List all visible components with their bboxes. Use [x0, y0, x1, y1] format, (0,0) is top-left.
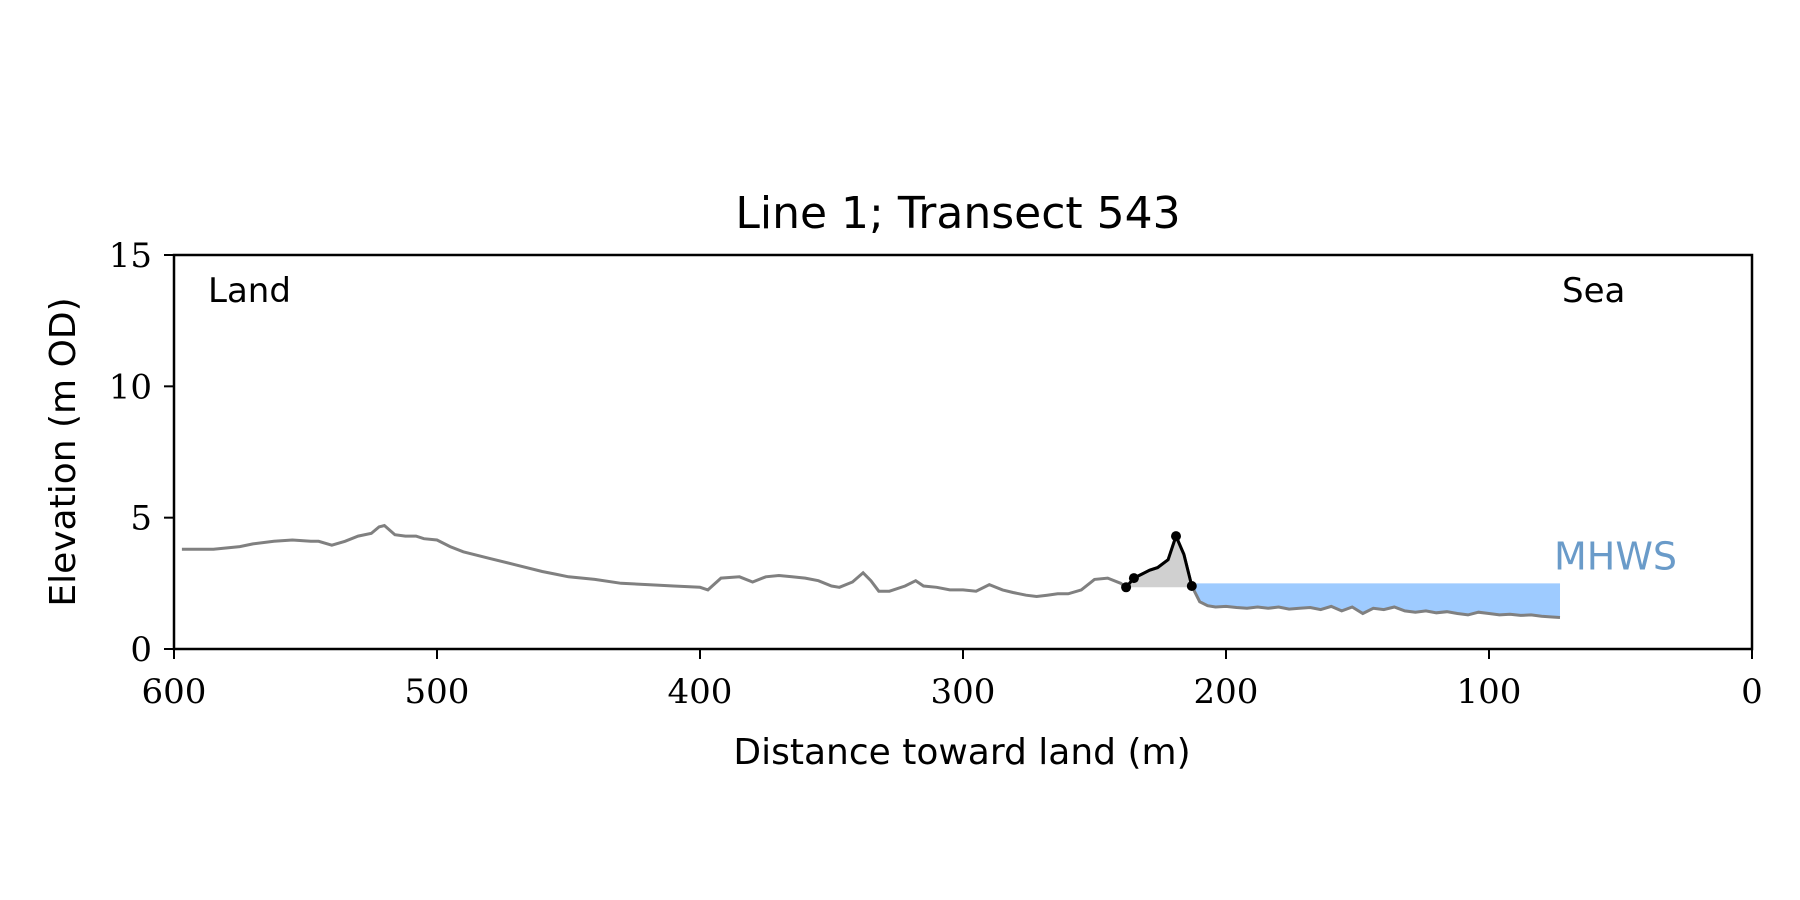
dune-marker [1171, 531, 1181, 542]
x-tick-label: 500 [405, 672, 470, 712]
y-tick-label: 15 [109, 236, 152, 276]
x-tick-label: 300 [931, 672, 996, 712]
x-tick-label: 400 [668, 672, 733, 712]
x-tick-label: 600 [142, 672, 207, 712]
dune-markers [1121, 531, 1197, 593]
dune-marker [1128, 573, 1139, 584]
x-tick-label: 0 [1741, 672, 1763, 712]
land-annotation: Land [208, 271, 291, 311]
plot-area: Land Sea MHWS [172, 253, 1754, 651]
y-tick-label: 10 [109, 367, 152, 407]
chart-title: Line 1; Transect 543 [735, 188, 1180, 239]
dune-marker [1121, 582, 1132, 593]
x-tick-label: 100 [1457, 672, 1522, 712]
y-tick-label: 5 [130, 499, 152, 539]
y-axis-label: Elevation (m OD) [43, 297, 84, 606]
y-axis: 0 5 10 15 [109, 236, 174, 670]
x-tick-label: 200 [1194, 672, 1259, 712]
mhws-label: MHWS [1554, 534, 1677, 578]
x-axis: 600 500 400 300 200 100 0 [142, 649, 1763, 712]
elevation-profile-line [181, 523, 1561, 619]
y-tick-label: 0 [130, 630, 152, 670]
dune-marker [1186, 581, 1197, 591]
sea-annotation: Sea [1562, 271, 1625, 311]
mhws-water-fill [1191, 583, 1561, 618]
x-axis-label: Distance toward land (m) [733, 732, 1190, 773]
